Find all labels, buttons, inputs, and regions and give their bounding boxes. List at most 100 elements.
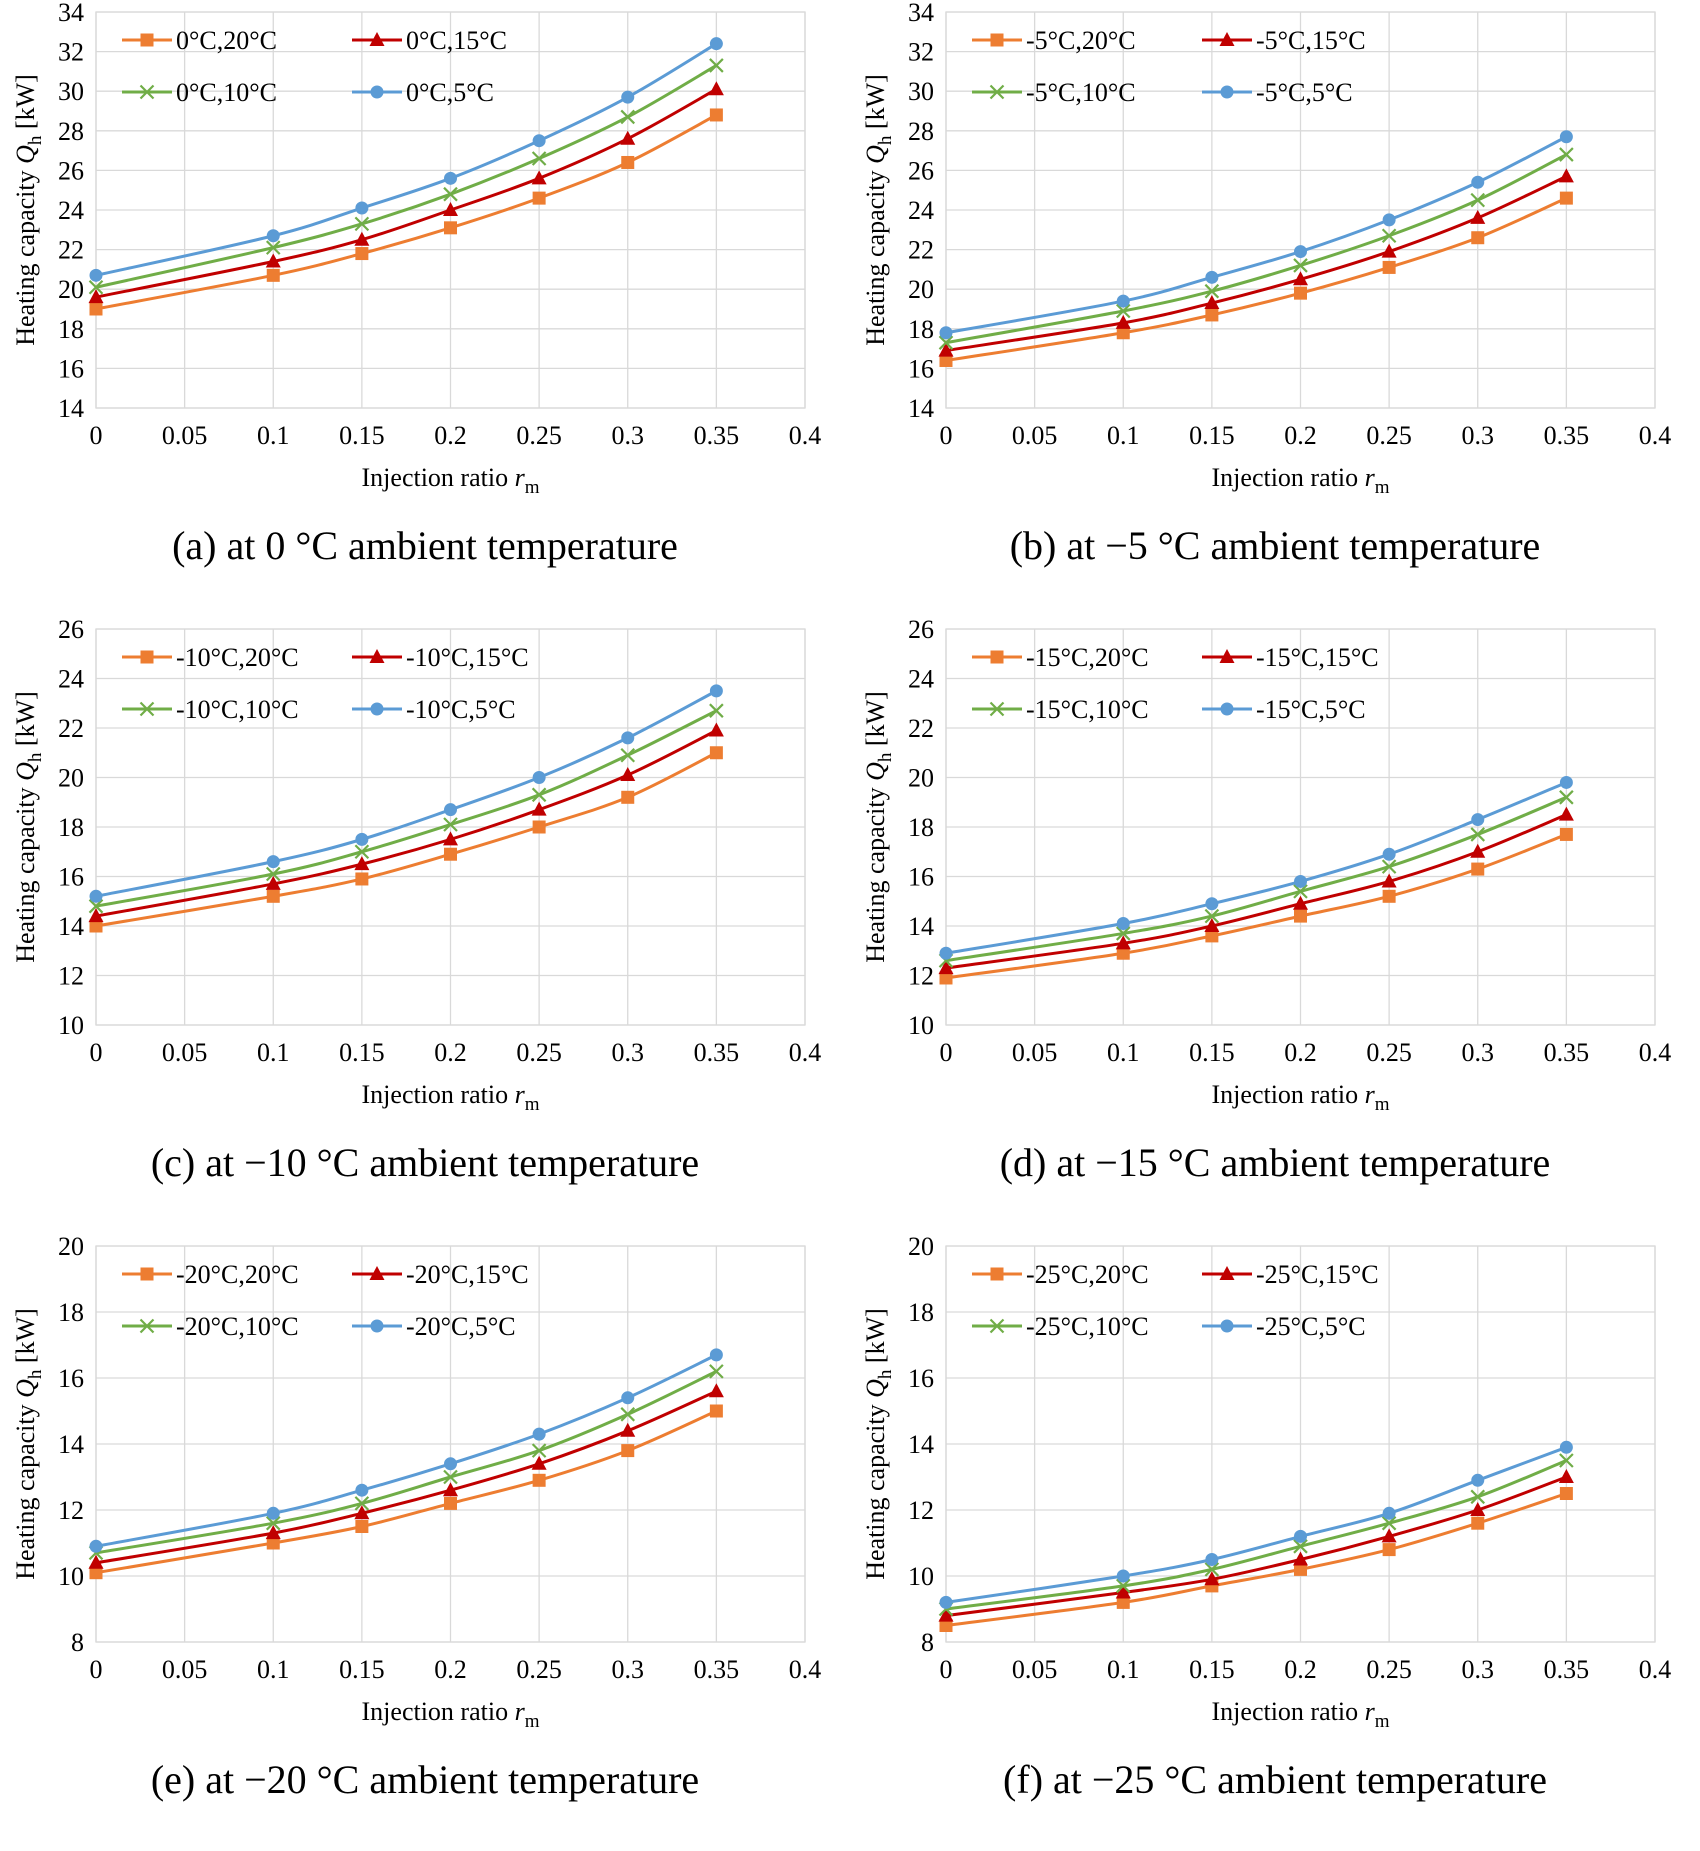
data-point <box>531 151 547 166</box>
data-point <box>1293 1539 1308 1554</box>
legend-marker <box>989 1318 1005 1334</box>
x-tick-label: 0.25 <box>516 1655 562 1684</box>
data-point <box>355 1520 369 1533</box>
data-point <box>938 342 954 357</box>
x-tick-label: 0.05 <box>1012 1655 1058 1684</box>
data-point <box>1204 1562 1220 1577</box>
data-point <box>88 908 104 923</box>
y-tick-label: 18 <box>908 813 934 842</box>
x-tick-label: 0.15 <box>339 1655 385 1684</box>
data-point <box>709 37 723 51</box>
series-3 <box>938 147 1574 350</box>
data-point <box>1558 168 1574 183</box>
series-2 <box>88 722 724 923</box>
legend-label: -25°C,10°C <box>1026 1312 1149 1341</box>
series-1 <box>939 827 1573 985</box>
data-point <box>1559 1453 1574 1468</box>
data-point <box>266 1506 280 1520</box>
data-point <box>265 253 281 268</box>
legend-label: -5°C,15°C <box>1256 26 1366 55</box>
data-point <box>1116 294 1130 308</box>
series-1 <box>89 746 723 933</box>
series-3 <box>938 790 1574 968</box>
data-point <box>939 326 953 340</box>
legend-marker <box>1220 85 1234 99</box>
chart-panel-2: 14 16 18 20 22 24 26 28 30 32 34 0 0.05 0.1 0.15 0.2 0.2… <box>850 0 1700 617</box>
data-point <box>1293 884 1308 899</box>
y-tick-label: 22 <box>58 714 84 743</box>
x-tick-label: 0.3 <box>612 421 645 450</box>
data-point <box>1381 859 1397 874</box>
y-tick-label: 14 <box>58 1430 84 1459</box>
y-tick-label: 28 <box>908 117 934 146</box>
data-point <box>1294 1529 1307 1543</box>
data-point <box>1470 192 1486 208</box>
data-point <box>444 171 457 185</box>
y-tick-label: 18 <box>58 813 84 842</box>
figure-caption: (b) at −5 °C ambient temperature <box>1009 523 1541 568</box>
y-tick-label: 12 <box>58 1496 84 1525</box>
x-tick-label: 0.05 <box>162 1655 208 1684</box>
y-axis-label: Heating capacity Qh [kW] <box>861 1308 896 1580</box>
chart-panel-1: 14 16 18 20 22 24 26 28 30 32 34 0 0.05 0.1 0.15 0.2 0.2… <box>0 0 850 617</box>
legend-marker <box>989 84 1005 100</box>
series-4 <box>939 775 1573 960</box>
x-tick-label: 0.2 <box>1284 1038 1317 1067</box>
data-point <box>354 844 370 860</box>
x-tick-label: 0.25 <box>1366 1038 1412 1067</box>
series-3 <box>88 58 724 295</box>
y-tick-label: 20 <box>908 1234 934 1261</box>
data-point <box>1470 1489 1486 1505</box>
y-tick-label: 18 <box>58 1298 84 1327</box>
legend-marker <box>1219 32 1235 46</box>
y-tick-label: 18 <box>908 1298 934 1327</box>
y-tick-label: 10 <box>908 1562 934 1591</box>
data-point <box>1204 295 1220 310</box>
y-tick-label: 26 <box>908 617 934 644</box>
figure-caption: (f) at −25 °C ambient temperature <box>1003 1757 1547 1802</box>
data-point <box>89 268 103 282</box>
data-point <box>938 960 954 975</box>
legend-label: -5°C,20°C <box>1026 26 1136 55</box>
data-point <box>444 221 457 235</box>
y-tick-label: 22 <box>908 714 934 743</box>
y-tick-label: 10 <box>908 1011 934 1040</box>
data-point <box>1471 1473 1485 1487</box>
data-point <box>621 731 635 745</box>
data-point <box>1471 862 1485 876</box>
data-point <box>88 898 104 914</box>
legend-marker <box>369 649 385 663</box>
data-point <box>89 1566 103 1580</box>
chart-panel-4: 10 12 14 16 18 20 22 24 26 0 0.05 0.1 0.15 0.2 0.25 0.3… <box>850 617 1700 1234</box>
y-tick-label: 26 <box>908 156 934 185</box>
data-point <box>1559 191 1573 205</box>
legend-label: 0°C,20°C <box>176 26 277 55</box>
x-tick-label: 0.35 <box>694 1655 740 1684</box>
data-point <box>1294 874 1307 888</box>
data-point <box>709 1404 723 1418</box>
data-point <box>1116 946 1130 960</box>
legend-entry-2: -10°C,15°C <box>352 643 529 672</box>
x-tick-label: 0.35 <box>694 421 740 450</box>
legend-marker <box>369 1266 385 1280</box>
data-point <box>708 1383 724 1398</box>
data-point <box>354 216 370 232</box>
data-point <box>1471 1516 1485 1530</box>
data-point <box>1116 326 1130 340</box>
figure-caption: (a) at 0 °C ambient temperature <box>172 523 678 568</box>
legend-entry-1: -10°C,20°C <box>122 643 299 672</box>
figure-caption: (d) at −15 °C ambient temperature <box>999 1140 1551 1185</box>
x-tick-label: 0.05 <box>162 1038 208 1067</box>
x-axis-label: Injection ratio rm <box>1212 1080 1390 1115</box>
data-point <box>531 170 547 185</box>
legend-marker <box>140 1267 154 1281</box>
data-point <box>621 1444 635 1458</box>
data-point <box>709 108 723 122</box>
legend-marker <box>139 84 155 100</box>
data-point <box>89 889 103 903</box>
data-point <box>1470 1502 1486 1516</box>
y-tick-label: 16 <box>58 1364 84 1393</box>
data-point <box>1116 1569 1130 1583</box>
data-point <box>443 1469 458 1485</box>
data-point <box>1116 1595 1130 1609</box>
